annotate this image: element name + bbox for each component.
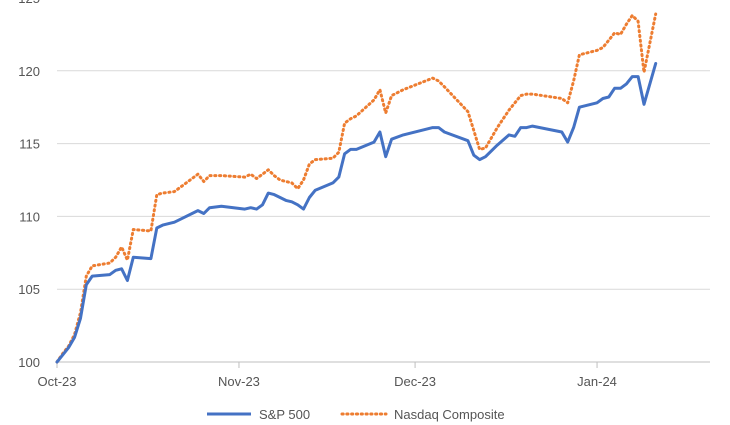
x-tick-label: Oct-23 <box>37 374 76 389</box>
y-tick-label: 105 <box>18 282 40 297</box>
legend-label: S&P 500 <box>259 407 310 422</box>
x-tick-label: Dec-23 <box>394 374 436 389</box>
y-tick-label: 110 <box>19 209 40 224</box>
series-line-s-p-500 <box>55 62 658 364</box>
series-lines <box>55 12 658 364</box>
legend: S&P 500 Nasdaq Composite <box>207 407 505 422</box>
x-axis-tick-labels: Oct-23 Nov-23 Dec-23 Jan-24 <box>37 374 616 389</box>
legend-label: Nasdaq Composite <box>394 407 505 422</box>
x-axis <box>56 361 710 368</box>
x-tick-label: Jan-24 <box>577 374 617 389</box>
y-tick-label: 100 <box>18 355 40 370</box>
x-tick-label: Nov-23 <box>218 374 260 389</box>
series-line-nasdaq-composite <box>55 12 658 364</box>
y-axis-tick-labels: 100 105 110 115 120 125 <box>18 0 40 370</box>
y-tick-label: 125 <box>18 0 40 6</box>
y-tick-label: 115 <box>19 137 40 152</box>
y-tick-label: 120 <box>18 64 40 79</box>
